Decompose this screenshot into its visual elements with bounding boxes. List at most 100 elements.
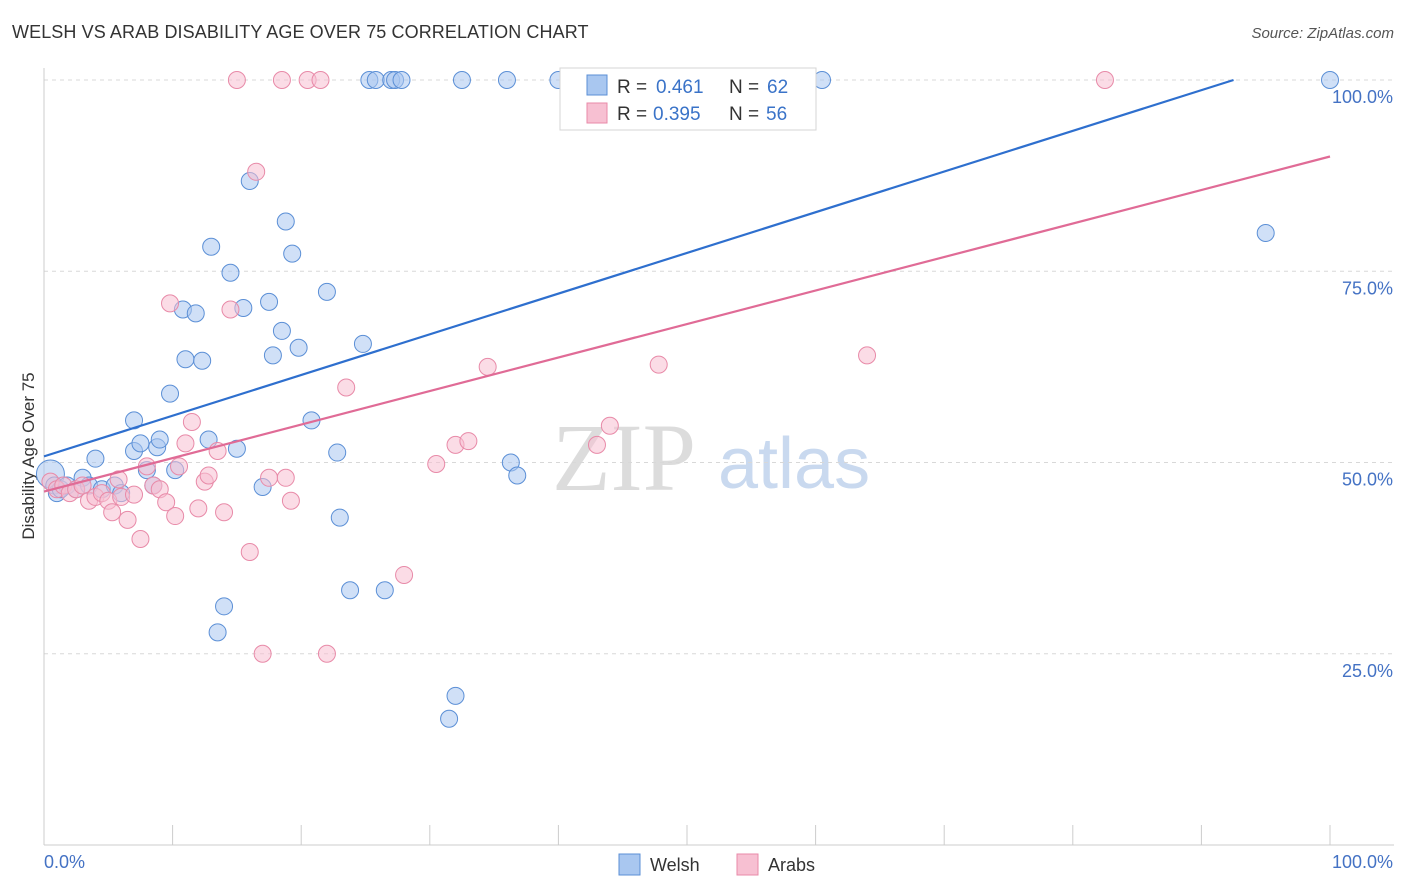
point-welsh-18 [150, 430, 169, 449]
legend-arabs-n-label: N = [729, 104, 759, 125]
point-arabs-24 [182, 412, 201, 431]
point-arabs-46 [459, 432, 478, 451]
point-welsh-8 [86, 449, 105, 468]
point-welsh-23 [186, 304, 205, 323]
point-welsh-22 [176, 350, 195, 369]
point-welsh-45 [353, 334, 372, 353]
x-tick-label-max: 100.0% [1332, 852, 1393, 872]
y-axis-title: Disability Age Over 75 [19, 372, 38, 539]
x-tick-label-min: 0.0% [44, 852, 85, 872]
point-arabs-32 [240, 543, 259, 562]
point-welsh-57 [508, 466, 527, 485]
bottom-legend-welsh: Welsh [650, 855, 700, 875]
y-tick-label-25: 25.0% [1342, 661, 1393, 681]
watermark-zip: ZIP [552, 404, 696, 511]
point-welsh-14 [131, 434, 150, 453]
series-welsh-points [35, 71, 1339, 728]
point-welsh-54 [452, 71, 471, 89]
legend: R = 0.461 N = 62 R = 0.395 N = 56 [559, 67, 817, 131]
point-arabs-42 [337, 378, 356, 397]
point-welsh-36 [272, 321, 291, 340]
point-welsh-48 [375, 581, 394, 600]
y-tick-label-75: 75.0% [1342, 278, 1393, 298]
trend-line-arabs [43, 155, 1331, 493]
point-welsh-60 [1256, 224, 1275, 242]
legend-arabs-r-label: R = [617, 104, 647, 125]
point-welsh-39 [289, 338, 308, 357]
point-welsh-27 [208, 623, 227, 642]
point-arabs-30 [221, 300, 240, 319]
point-arabs-49 [600, 416, 619, 435]
trend-line-welsh [43, 78, 1234, 458]
point-arabs-41 [317, 644, 336, 663]
point-welsh-44 [341, 581, 360, 600]
x-ticks [43, 825, 1331, 845]
y-tick-label-50: 50.0% [1342, 470, 1393, 490]
bottom-legend-swatch-arabs [736, 853, 759, 876]
point-welsh-61 [1321, 71, 1339, 89]
legend-arabs-n-value: 56 [766, 104, 787, 125]
point-welsh-51 [392, 71, 411, 89]
point-welsh-19 [161, 384, 180, 403]
point-arabs-40 [311, 71, 330, 89]
point-welsh-37 [276, 212, 295, 231]
point-arabs-33 [247, 162, 266, 181]
point-arabs-21 [166, 507, 185, 526]
point-arabs-50 [649, 355, 668, 374]
point-arabs-23 [176, 434, 195, 453]
point-arabs-38 [281, 491, 300, 510]
point-welsh-24 [193, 351, 212, 370]
point-welsh-29 [221, 263, 240, 282]
point-arabs-20 [161, 294, 180, 313]
y-tick-label-100: 100.0% [1332, 87, 1393, 107]
point-welsh-26 [202, 237, 221, 256]
point-arabs-10 [103, 503, 122, 522]
bottom-legend-swatch-welsh [618, 853, 641, 876]
axes [43, 68, 1394, 846]
point-arabs-29 [215, 503, 234, 522]
point-arabs-36 [272, 71, 291, 89]
legend-welsh-n-value: 62 [767, 77, 788, 98]
point-arabs-25 [189, 499, 208, 518]
point-arabs-13 [118, 510, 137, 529]
point-arabs-31 [227, 71, 246, 89]
series-arabs-points [41, 71, 1114, 663]
legend-welsh-n-label: N = [729, 77, 759, 98]
point-welsh-35 [263, 346, 282, 365]
point-arabs-15 [131, 530, 150, 548]
source-credit: Source: ZipAtlas.com [1251, 25, 1394, 42]
point-welsh-28 [215, 597, 234, 616]
legend-arabs-r-value: 0.395 [653, 104, 701, 125]
point-welsh-55 [497, 71, 516, 89]
point-arabs-11 [109, 470, 128, 489]
point-arabs-27 [199, 466, 218, 485]
point-arabs-48 [587, 435, 606, 454]
point-welsh-53 [446, 686, 465, 705]
point-arabs-19 [157, 493, 176, 512]
point-arabs-34 [253, 644, 272, 663]
point-welsh-42 [328, 443, 347, 462]
point-arabs-47 [478, 357, 497, 376]
point-welsh-43 [330, 508, 349, 527]
point-welsh-41 [317, 282, 336, 301]
point-arabs-14 [125, 485, 144, 504]
watermark-atlas: atlas [718, 424, 870, 504]
point-welsh-47 [366, 71, 385, 89]
point-arabs-51 [858, 346, 877, 365]
point-arabs-44 [427, 455, 446, 474]
bottom-legend: Welsh Arabs [618, 853, 815, 876]
trend-lines [43, 78, 1331, 493]
point-welsh-38 [283, 244, 302, 263]
legend-swatch-welsh [586, 74, 608, 96]
point-arabs-22 [170, 457, 189, 476]
point-welsh-34 [260, 292, 279, 311]
bottom-legend-arabs: Arabs [768, 855, 815, 875]
point-arabs-37 [276, 468, 295, 487]
legend-welsh-r-value: 0.461 [656, 77, 704, 98]
legend-swatch-arabs [586, 102, 608, 124]
point-arabs-52 [1095, 71, 1114, 89]
point-welsh-52 [440, 709, 459, 728]
legend-welsh-r-label: R = [617, 77, 647, 98]
point-arabs-35 [260, 468, 279, 487]
